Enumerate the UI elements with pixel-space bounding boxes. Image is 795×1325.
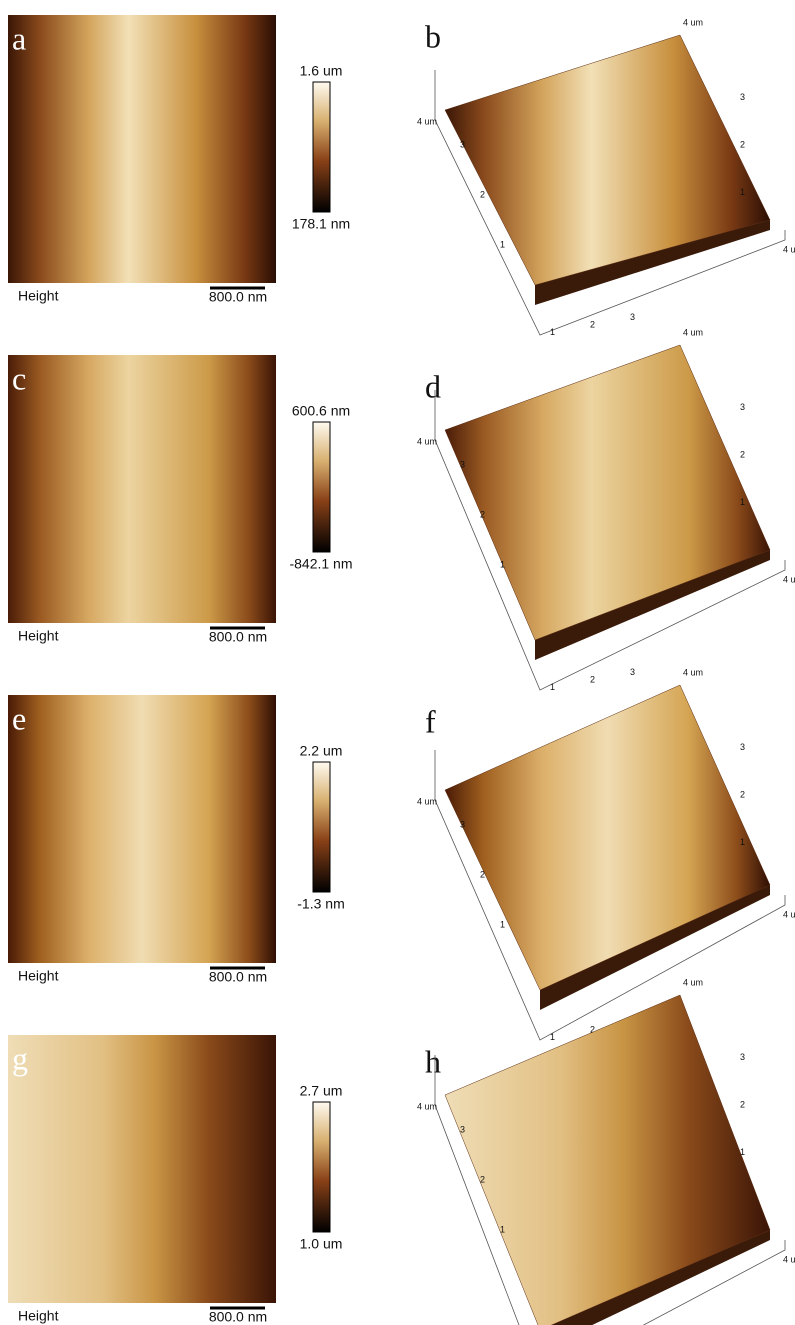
scale-bar-label: 800.0 nm [209,969,267,985]
panel-letter: e [12,700,26,736]
axis-tick-label: 1 [550,1032,555,1042]
surface [445,345,770,640]
colorbar-min: -1.3 nm [297,896,344,912]
surface [445,35,770,285]
colorbar [313,82,330,212]
axis-tick-label: 3 [740,742,745,752]
axis-tick-label: 1 [740,187,745,197]
axis-end-label: 4 um [783,909,795,919]
axis-tick-label: 1 [740,1147,745,1157]
surface [445,685,770,990]
height-image [8,15,276,283]
axis-tick-label: 2 [480,1174,485,1184]
axis-tick-label: 2 [590,674,595,684]
axis-end-label: 4 um [683,977,703,987]
axis-tick-label: 1 [740,837,745,847]
axis-tick-label: 3 [740,1052,745,1062]
colorbar [313,422,330,552]
figure: a Height 800.0 nm 1.6 um 178.1 nm b 4 um 4 um 4 … [0,0,795,1325]
axis-end-label: 4 um [683,667,703,677]
caption: Height [18,288,59,304]
axis-tick-label: 3 [460,819,465,829]
axis-tick-label: 3 [460,459,465,469]
axis-tick-label: 2 [480,869,485,879]
scale-bar-label: 800.0 nm [209,289,267,305]
surface [445,995,770,1325]
colorbar [313,762,330,892]
panel-letter: f [425,703,436,739]
panel-letter: g [12,1040,28,1076]
axis-tick-label: 2 [590,319,595,329]
height-image [8,1035,276,1303]
axis-tick-label: 3 [740,92,745,102]
colorbar-min: 178.1 nm [292,216,350,232]
panel-letter: h [425,1043,441,1079]
colorbar-max: 1.6 um [300,63,343,79]
colorbar-max: 600.6 nm [292,403,350,419]
axis-tick-label: 1 [740,497,745,507]
caption: Height [18,628,59,644]
axis-tick-label: 2 [740,139,745,149]
caption: Height [18,1308,59,1324]
axis-tick-label: 3 [630,667,635,677]
axis-tick-label: 3 [630,312,635,322]
axis-tick-label: 3 [460,139,465,149]
axis-end-label: 4 um [783,1254,795,1264]
axis-tick-label: 3 [740,402,745,412]
axis-end-label: 4 um [783,244,795,254]
axis-tick-label: 2 [740,449,745,459]
panel-letter: c [12,360,26,396]
axis-end-label: 4 um [417,796,437,806]
colorbar-max: 2.7 um [300,1083,343,1099]
axis-tick-label: 1 [550,682,555,692]
caption: Height [18,968,59,984]
axis-end-label: 4 um [783,574,795,584]
axis-tick-label: 1 [500,239,505,249]
colorbar [313,1102,330,1232]
axis-tick-label: 3 [460,1124,465,1134]
axis-tick-label: 1 [500,559,505,569]
axis-tick-label: 1 [500,919,505,929]
axis-tick-label: 2 [480,509,485,519]
axis-end-label: 4 um [417,116,437,126]
axis-tick-label: 2 [740,789,745,799]
scale-bar-label: 800.0 nm [209,629,267,645]
axis-end-label: 4 um [417,436,437,446]
colorbar-min: -842.1 nm [289,556,352,572]
axis-tick-label: 2 [740,1099,745,1109]
height-image [8,355,276,623]
colorbar-max: 2.2 um [300,743,343,759]
axis-tick-label: 1 [500,1224,505,1234]
height-image [8,695,276,963]
axis-end-label: 4 um [417,1101,437,1111]
panel-letter: b [425,18,441,54]
panel-letter: a [12,20,26,56]
axis-tick-label: 2 [480,189,485,199]
axis-end-label: 4 um [683,17,703,27]
axis-end-label: 4 um [683,327,703,337]
colorbar-min: 1.0 um [300,1236,343,1252]
panel-letter: d [425,368,441,404]
axis-tick-label: 1 [550,327,555,337]
scale-bar-label: 800.0 nm [209,1309,267,1325]
